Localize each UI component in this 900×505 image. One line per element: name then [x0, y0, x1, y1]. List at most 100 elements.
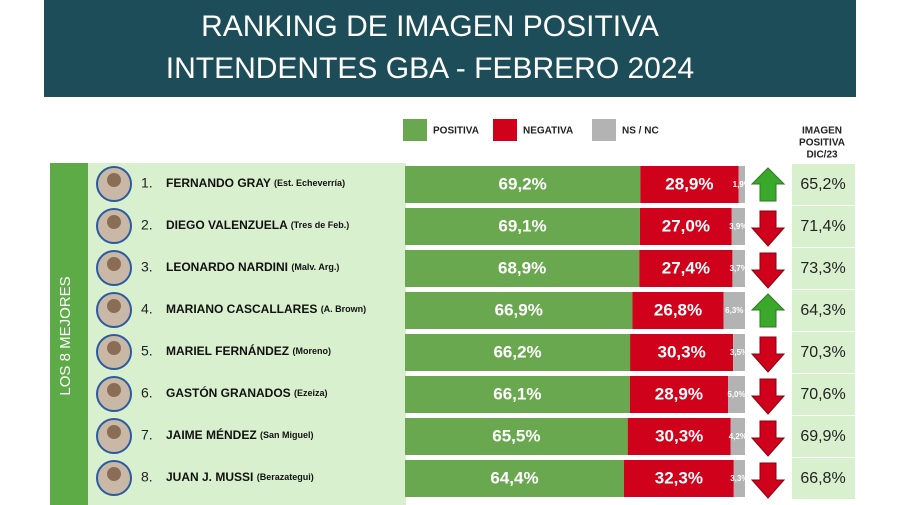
name-text: GASTÓN GRANADOS	[166, 385, 291, 400]
name: MARIANO CASCALLARES (A. Brown)	[166, 302, 366, 316]
value-label: 27,4%	[662, 258, 710, 277]
previous-value: 66,8%	[800, 470, 845, 487]
title: RANKING DE IMAGEN POSITIVA	[201, 10, 659, 43]
value-label: 68,9%	[498, 258, 546, 277]
district: (Est. Echeverría)	[274, 178, 345, 188]
bar-segment	[731, 208, 745, 245]
bar-segment	[405, 460, 624, 497]
value-label: 66,2%	[493, 342, 541, 361]
photo-head	[107, 383, 121, 397]
photo-head	[107, 341, 121, 355]
bar-segment	[632, 292, 724, 329]
value-label: 27,0%	[662, 216, 710, 235]
rank: 5.	[141, 343, 153, 359]
name-text: JUAN J. MUSSI	[166, 470, 253, 484]
district: (San Miguel)	[260, 430, 314, 440]
value-label: 5,0%	[727, 390, 745, 399]
trend-arrow-down	[750, 378, 786, 415]
district: (Ezeiza)	[294, 388, 328, 398]
rank: 8.	[141, 469, 153, 485]
previous-box	[792, 248, 855, 289]
bar-segment	[639, 250, 733, 287]
value-label: 3,5%	[730, 348, 748, 357]
bar-segment	[738, 166, 745, 203]
rank: 3.	[141, 259, 153, 275]
value-label: 30,3%	[657, 342, 705, 361]
legend-swatch	[403, 119, 427, 141]
bar-segment	[639, 208, 732, 245]
trend-arrow-down	[750, 210, 786, 247]
previous-value: 69,9%	[800, 428, 845, 445]
name: DIEGO VALENZUELA (Tres de Feb.)	[166, 218, 349, 232]
photo-head	[107, 215, 121, 229]
previous-box	[792, 416, 855, 457]
value-label: 6,3%	[725, 306, 743, 315]
name: JUAN J. MUSSI (Berazategui)	[166, 470, 314, 484]
value-label: 69,2%	[499, 174, 547, 193]
bar-segment	[405, 208, 640, 245]
bar-segment	[405, 250, 640, 287]
previous-value: 64,3%	[800, 302, 845, 319]
name-text: JAIME MÉNDEZ	[166, 427, 257, 442]
bar-segment	[732, 250, 745, 287]
value-label: 28,9%	[665, 174, 713, 193]
previous-header: POSITIVA	[799, 138, 845, 149]
photo-head	[107, 425, 121, 439]
value-label: 26,8%	[654, 300, 702, 319]
name-text: DIEGO VALENZUELA	[166, 218, 288, 232]
group-strip	[50, 163, 88, 505]
bar-segment	[723, 292, 745, 329]
trend-arrow-down	[750, 336, 786, 373]
name: FERNANDO GRAY (Est. Echeverría)	[166, 176, 345, 190]
previous-value: 73,3%	[800, 260, 845, 277]
bar-segment	[630, 334, 734, 371]
bar-segment	[405, 376, 630, 413]
district: (Malv. Arg.)	[291, 262, 339, 272]
name-text: MARIANO CASCALLARES	[166, 302, 317, 316]
value-label: 66,9%	[495, 300, 543, 319]
subtitle: INTENDENTES GBA - FEBRERO 2024	[166, 52, 694, 85]
bar-segment	[730, 418, 745, 455]
value-label: 3,9%	[729, 222, 747, 231]
bar-segment	[629, 376, 728, 413]
previous-header: DIC/23	[806, 150, 838, 161]
previous-value: 70,3%	[800, 344, 845, 361]
rank: 6.	[141, 385, 153, 401]
previous-box	[792, 332, 855, 373]
legend-swatch	[493, 119, 517, 141]
name: MARIEL FERNÁNDEZ (Moreno)	[166, 343, 331, 358]
photo-head	[107, 257, 121, 271]
photo-head	[107, 467, 121, 481]
rank: 4.	[141, 301, 153, 317]
trend-arrow-down	[750, 252, 786, 289]
bar-segment	[405, 418, 628, 455]
bar-segment	[728, 376, 745, 413]
bar-segment	[627, 418, 731, 455]
name-text: FERNANDO GRAY	[166, 176, 271, 190]
legend-label: NEGATIVA	[523, 126, 573, 137]
rank: 2.	[141, 217, 153, 233]
previous-box	[792, 164, 855, 205]
value-label: 64,4%	[490, 468, 538, 487]
rank: 1.	[141, 175, 153, 191]
district: (Moreno)	[292, 346, 331, 356]
district: (Berazategui)	[257, 472, 314, 482]
bar-segment	[405, 166, 641, 203]
trend-arrow-down	[750, 420, 786, 457]
value-label: 3,3%	[730, 474, 748, 483]
value-label: 66,1%	[493, 384, 541, 403]
bar-segment	[733, 334, 745, 371]
value-label: 4,2%	[729, 432, 747, 441]
district: (A. Brown)	[321, 304, 367, 314]
value-label: 32,3%	[655, 468, 703, 487]
trend-arrow-down	[750, 462, 786, 499]
value-label: 28,9%	[655, 384, 703, 403]
rank: 7.	[141, 427, 153, 443]
legend-label: POSITIVA	[433, 126, 479, 137]
header	[44, 0, 856, 97]
name-text: MARIEL FERNÁNDEZ	[166, 343, 289, 358]
previous-box	[792, 290, 855, 331]
previous-value: 71,4%	[800, 218, 845, 235]
previous-box	[792, 374, 855, 415]
legend-label: NS / NC	[622, 126, 659, 137]
